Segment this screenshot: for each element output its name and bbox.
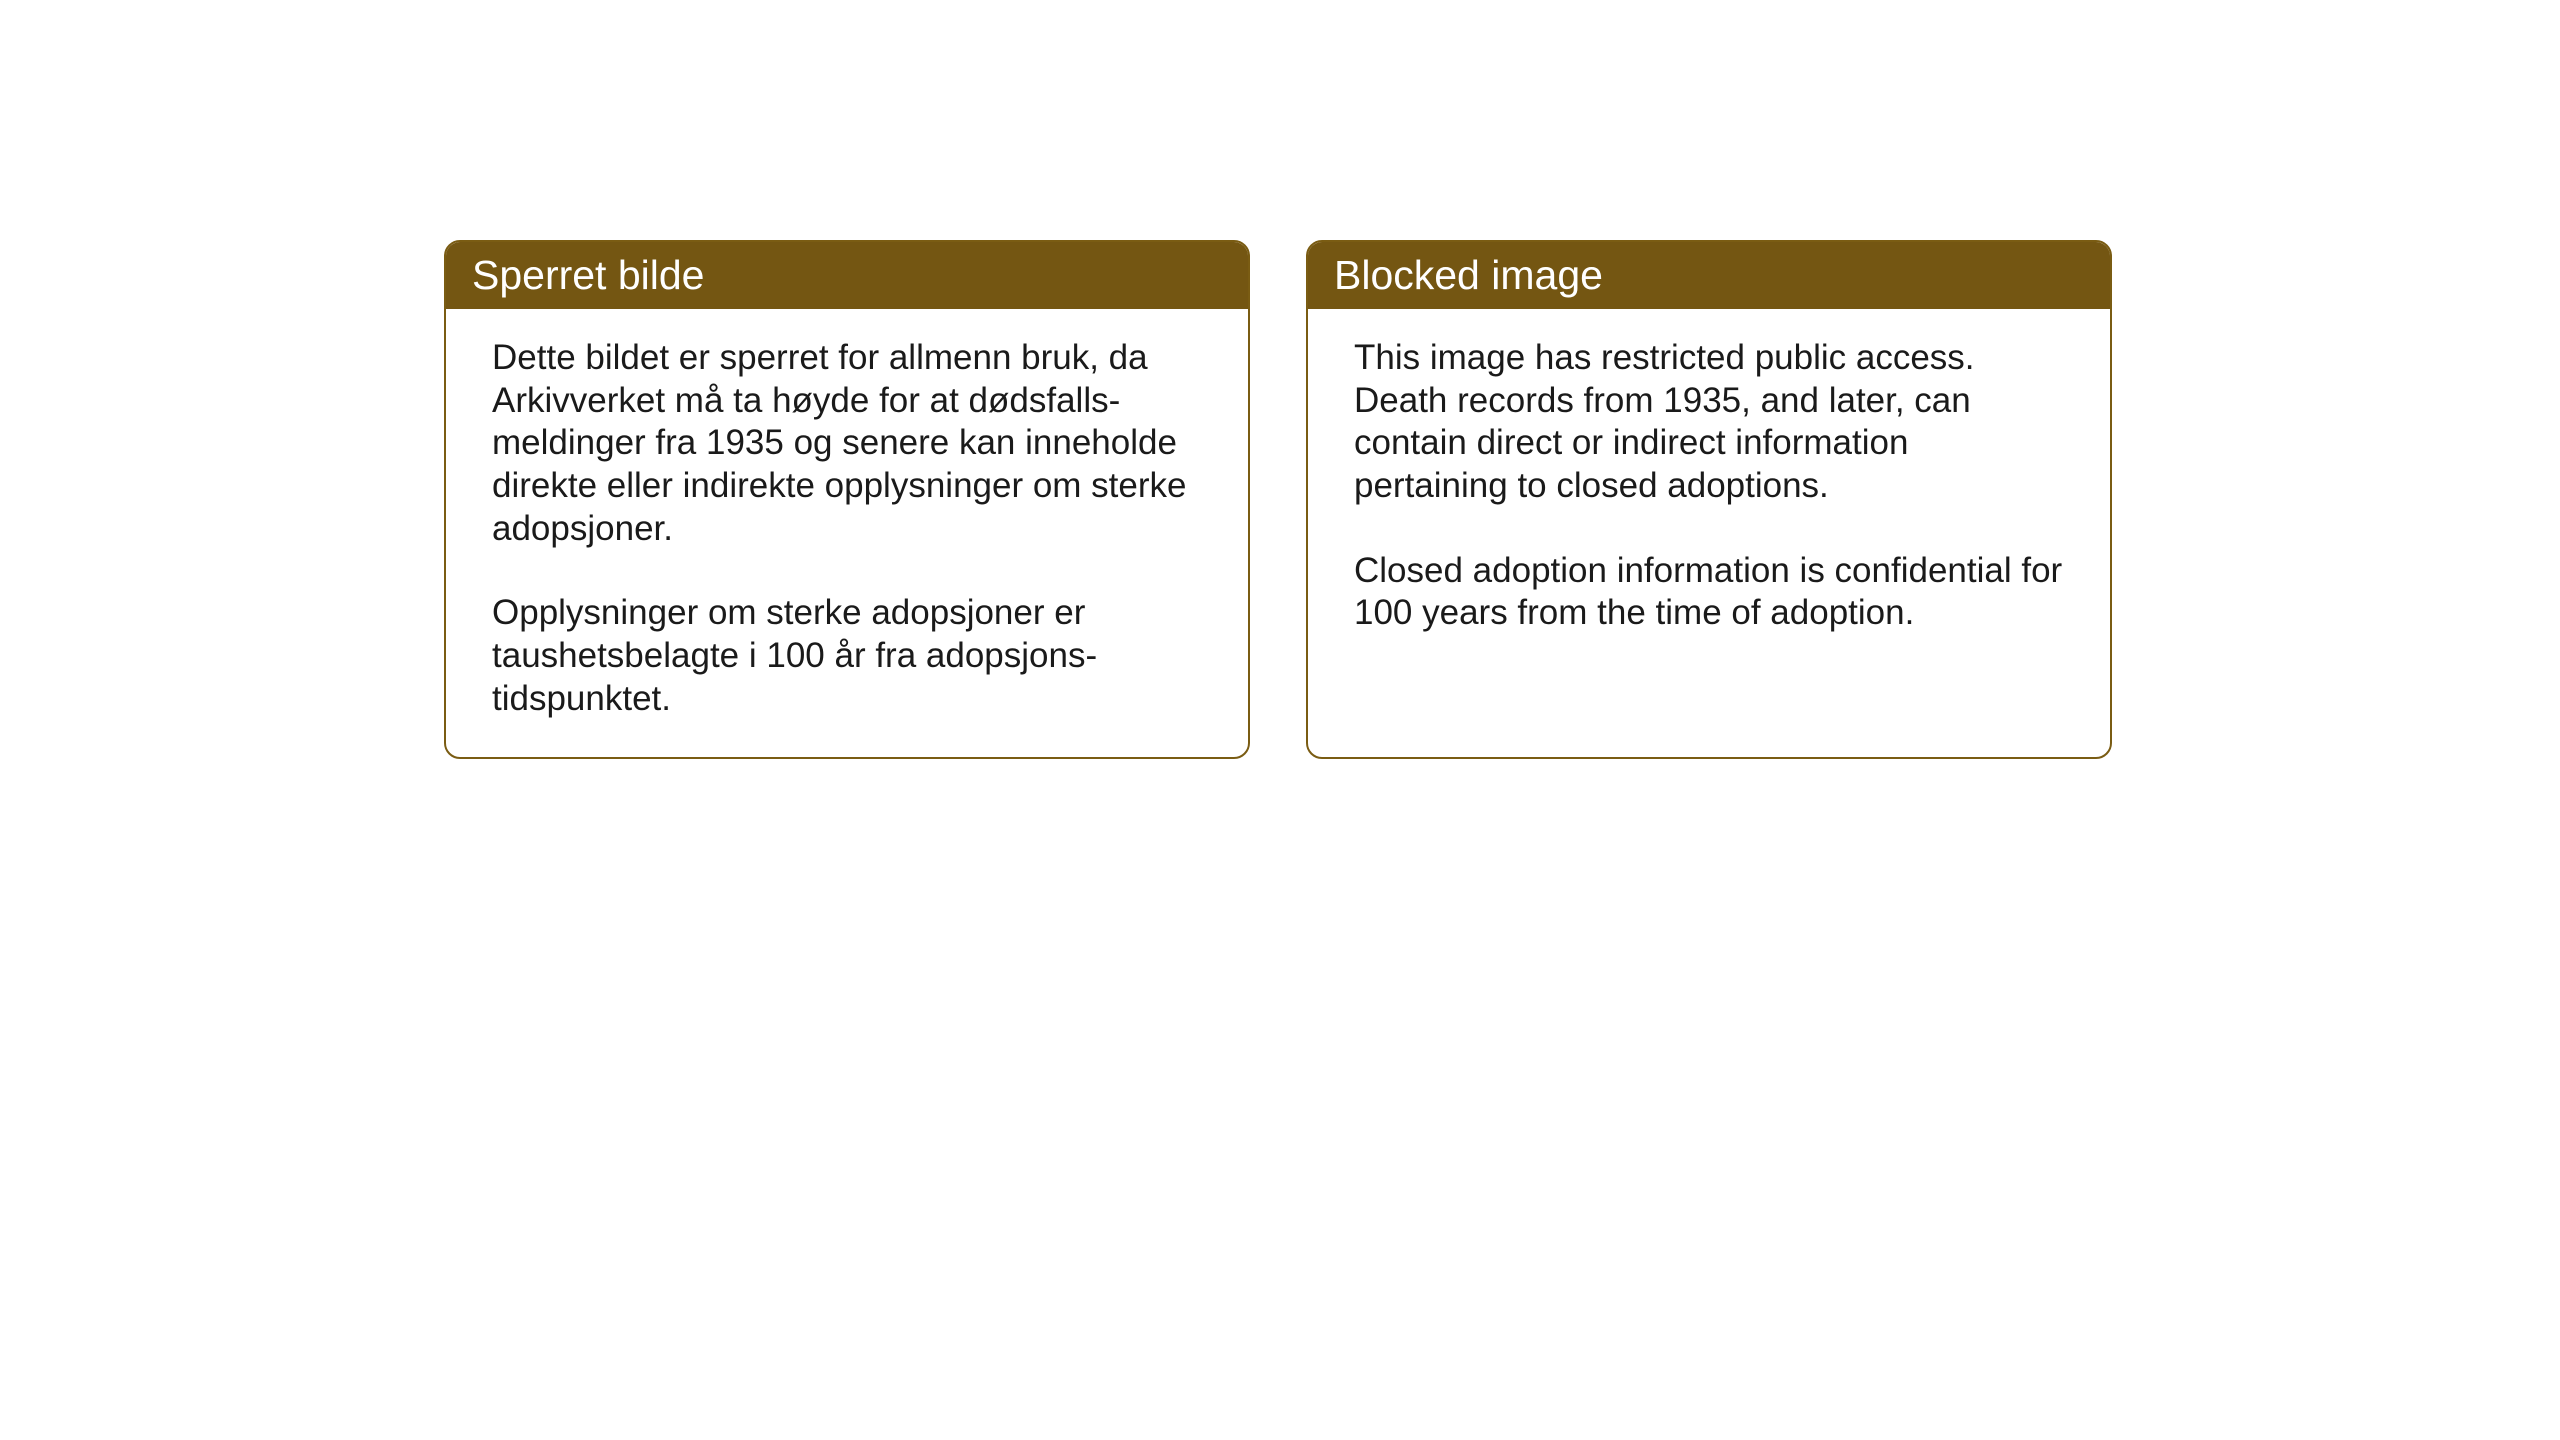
card-header-norwegian: Sperret bilde (446, 242, 1248, 309)
blocked-notice-card-english: Blocked image This image has restricted … (1306, 240, 2112, 759)
card-paragraph-1-norwegian: Dette bildet er sperret for allmenn bruk… (492, 337, 1202, 550)
card-paragraph-1-english: This image has restricted public access.… (1354, 337, 2064, 508)
card-header-english: Blocked image (1308, 242, 2110, 309)
blocked-notice-card-norwegian: Sperret bilde Dette bildet er sperret fo… (444, 240, 1250, 759)
card-body-english: This image has restricted public access.… (1308, 309, 2110, 671)
card-paragraph-2-norwegian: Opplysninger om sterke adopsjoner er tau… (492, 592, 1202, 720)
card-body-norwegian: Dette bildet er sperret for allmenn bruk… (446, 309, 1248, 757)
card-title-norwegian: Sperret bilde (472, 252, 704, 298)
card-title-english: Blocked image (1334, 252, 1603, 298)
notice-cards-container: Sperret bilde Dette bildet er sperret fo… (444, 240, 2112, 759)
card-paragraph-2-english: Closed adoption information is confident… (1354, 550, 2064, 635)
